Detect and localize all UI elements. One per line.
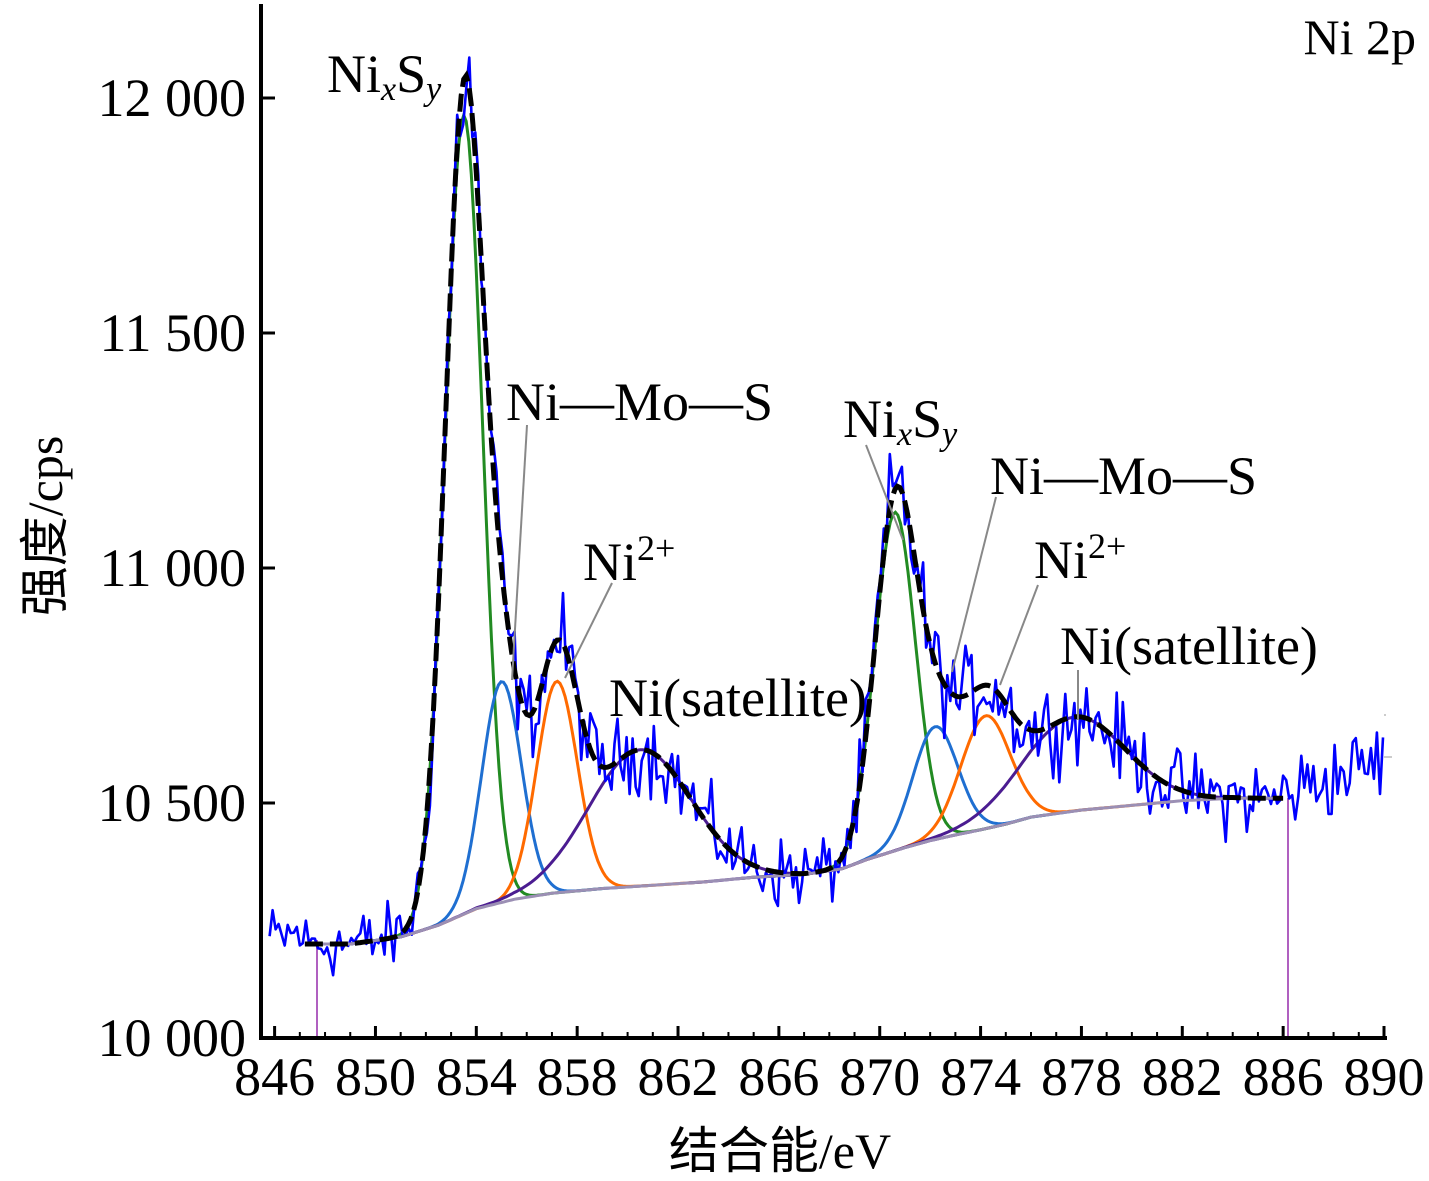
component-peak-6 (765, 725, 1104, 879)
x-tick-label: 878 (1041, 1047, 1122, 1107)
y-tick-label: 10 500 (98, 773, 247, 833)
x-tick-label: 890 (1344, 1047, 1425, 1107)
y-tick-label: 11 000 (100, 538, 247, 598)
annotation-leader-ni2-1 (564, 582, 613, 679)
x-tick-label: 846 (234, 1047, 315, 1107)
annotation-leader-nixsy-2 (865, 444, 904, 541)
annotation-satellite-2p3: Ni(satellite) (609, 668, 867, 728)
panel-label: Ni 2p (1304, 9, 1417, 65)
annotation-ni2plus-2p3: Ni2+ (583, 528, 675, 592)
annotation-nixsy-2p1: NixSy (843, 389, 958, 453)
x-tick-label: 882 (1142, 1047, 1223, 1107)
envelope-fit-line (304, 70, 1284, 947)
x-tick-label: 858 (537, 1047, 618, 1107)
annotation-nimos-2p1: Ni—Mo—S (990, 446, 1257, 506)
component-peak-1 (322, 110, 605, 946)
x-tick-label: 850 (335, 1047, 416, 1107)
axes: 846 850 854 858 862 866 870 874 878 882 886 890 10 … (98, 4, 1425, 1107)
y-axis-title: 强度/cps (17, 436, 73, 617)
peak-annotations: NixSy Ni—Mo—S Ni2+ Ni(satellite) NixSy N… (327, 44, 1318, 728)
y-tick-label: 12 000 (98, 68, 247, 128)
annotation-leader-nimos-1 (511, 424, 528, 681)
x-tick-label: 862 (638, 1047, 719, 1107)
y-axis-ticks: 10 000 10 500 11 000 11 500 12 000 (98, 68, 275, 1068)
x-tick-label: 886 (1243, 1047, 1324, 1107)
y-tick-label: 10 000 (98, 1008, 247, 1068)
x-tick-label: 874 (940, 1047, 1021, 1107)
x-axis-title: 结合能/eV (669, 1123, 891, 1179)
raw-spectrum-line (268, 56, 1385, 977)
y-tick-label: 11 500 (100, 303, 247, 363)
annotation-leader-ni2-2 (999, 584, 1039, 686)
annotation-nimos-2p3: Ni—Mo—S (506, 372, 773, 432)
x-tick-label: 854 (436, 1047, 517, 1107)
annotation-leader-nimos-2 (951, 496, 997, 673)
component-peak-2 (352, 680, 650, 946)
annotation-nixsy-2p3: NixSy (327, 44, 442, 108)
x-axis-ticks: 846 850 854 858 862 866 870 874 878 882 886 890 (234, 1026, 1425, 1107)
plot-area (268, 56, 1392, 1038)
annotation-satellite-2p1: Ni(satellite) (1060, 616, 1318, 676)
x-tick-label: 870 (839, 1047, 920, 1107)
annotation-ni2plus-2p1: Ni2+ (1034, 526, 1126, 590)
x-tick-label: 866 (738, 1047, 819, 1107)
